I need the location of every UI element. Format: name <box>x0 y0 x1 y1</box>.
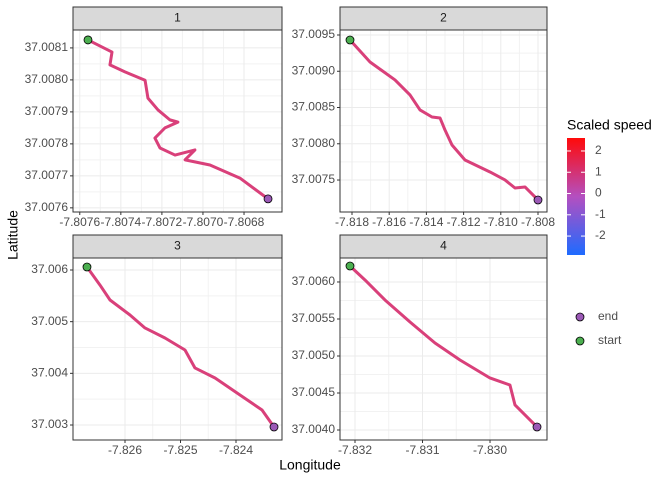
end-point <box>269 422 279 432</box>
x-tick-label: -7.826 <box>108 443 142 457</box>
colorbar <box>567 138 585 255</box>
y-tick-label: 37.0095 <box>292 27 336 41</box>
x-tick-label: -7.816 <box>372 215 406 229</box>
y-tick-label: 37.0080 <box>292 136 336 150</box>
colorbar-label: -2 <box>595 228 606 242</box>
facet-title: 1 <box>174 11 181 25</box>
legend-swatch <box>575 312 585 322</box>
y-tick-label: 37.0078 <box>25 136 69 150</box>
x-tick-label: -7.830 <box>473 443 507 457</box>
y-tick-label: 37.0090 <box>292 63 336 77</box>
x-tick-label: -7.825 <box>163 443 197 457</box>
y-tick-label: 37.0055 <box>292 311 336 325</box>
y-axis-title: Latitude <box>5 210 21 260</box>
start-point <box>345 261 355 271</box>
y-tick-label: 37.005 <box>31 314 68 328</box>
colorbar-label: 0 <box>595 186 602 200</box>
y-tick-label: 37.0080 <box>25 72 69 86</box>
facet-title: 2 <box>440 11 447 25</box>
facet-strip <box>339 6 548 31</box>
x-tick-label: -7.818 <box>335 215 369 229</box>
x-tick-label: -7.824 <box>219 443 253 457</box>
end-point <box>533 195 543 205</box>
y-tick-label: 37.0050 <box>292 348 336 362</box>
x-tick-label: -7.8070 <box>183 215 224 229</box>
y-tick-label: 37.0085 <box>292 100 336 114</box>
track-line <box>348 38 540 202</box>
x-tick-label: -7.814 <box>409 215 443 229</box>
colorbar-label: 2 <box>595 143 602 157</box>
panel-background <box>73 258 282 440</box>
legend-label: end <box>598 309 618 323</box>
colorbar-label: 1 <box>595 164 602 178</box>
x-tick-label: -7.808 <box>521 215 555 229</box>
y-tick-label: 37.0060 <box>292 274 336 288</box>
y-tick-label: 37.0081 <box>25 40 69 54</box>
y-tick-label: 37.003 <box>31 417 68 431</box>
x-tick-label: -7.8074 <box>100 215 141 229</box>
x-tick-label: -7.810 <box>484 215 518 229</box>
x-axis-title: Longitude <box>279 457 341 473</box>
start-point <box>83 35 93 45</box>
legend-title: Scaled speed <box>567 117 652 133</box>
y-tick-label: 37.0076 <box>25 200 69 214</box>
x-tick-label: -7.8076 <box>59 215 100 229</box>
y-tick-label: 37.0040 <box>292 422 336 436</box>
legend-swatch <box>575 336 585 346</box>
end-point <box>532 422 542 432</box>
y-tick-label: 37.0079 <box>25 104 69 118</box>
y-tick-label: 37.0077 <box>25 168 69 182</box>
y-tick-label: 37.006 <box>31 262 68 276</box>
facet-strip <box>72 234 283 259</box>
track-line <box>85 266 276 428</box>
start-point <box>345 35 355 45</box>
end-point <box>263 194 273 204</box>
y-tick-label: 37.0075 <box>292 172 336 186</box>
facet-strip <box>72 6 283 31</box>
track-line <box>348 264 539 429</box>
facet-title: 4 <box>440 239 447 253</box>
x-tick-label: -7.8068 <box>224 215 265 229</box>
track-line <box>87 38 269 201</box>
panel-background <box>340 30 547 212</box>
colorbar-label: -1 <box>595 207 606 221</box>
legend-label: start <box>598 333 622 347</box>
y-tick-label: 37.0045 <box>292 385 336 399</box>
x-tick-label: -7.8072 <box>142 215 183 229</box>
y-tick-label: 37.004 <box>31 366 68 380</box>
facet-strip <box>339 234 548 259</box>
x-tick-label: -7.812 <box>447 215 481 229</box>
facet-title: 3 <box>174 239 181 253</box>
x-tick-label: -7.831 <box>405 443 439 457</box>
start-point <box>82 262 92 272</box>
x-tick-label: -7.832 <box>338 443 372 457</box>
